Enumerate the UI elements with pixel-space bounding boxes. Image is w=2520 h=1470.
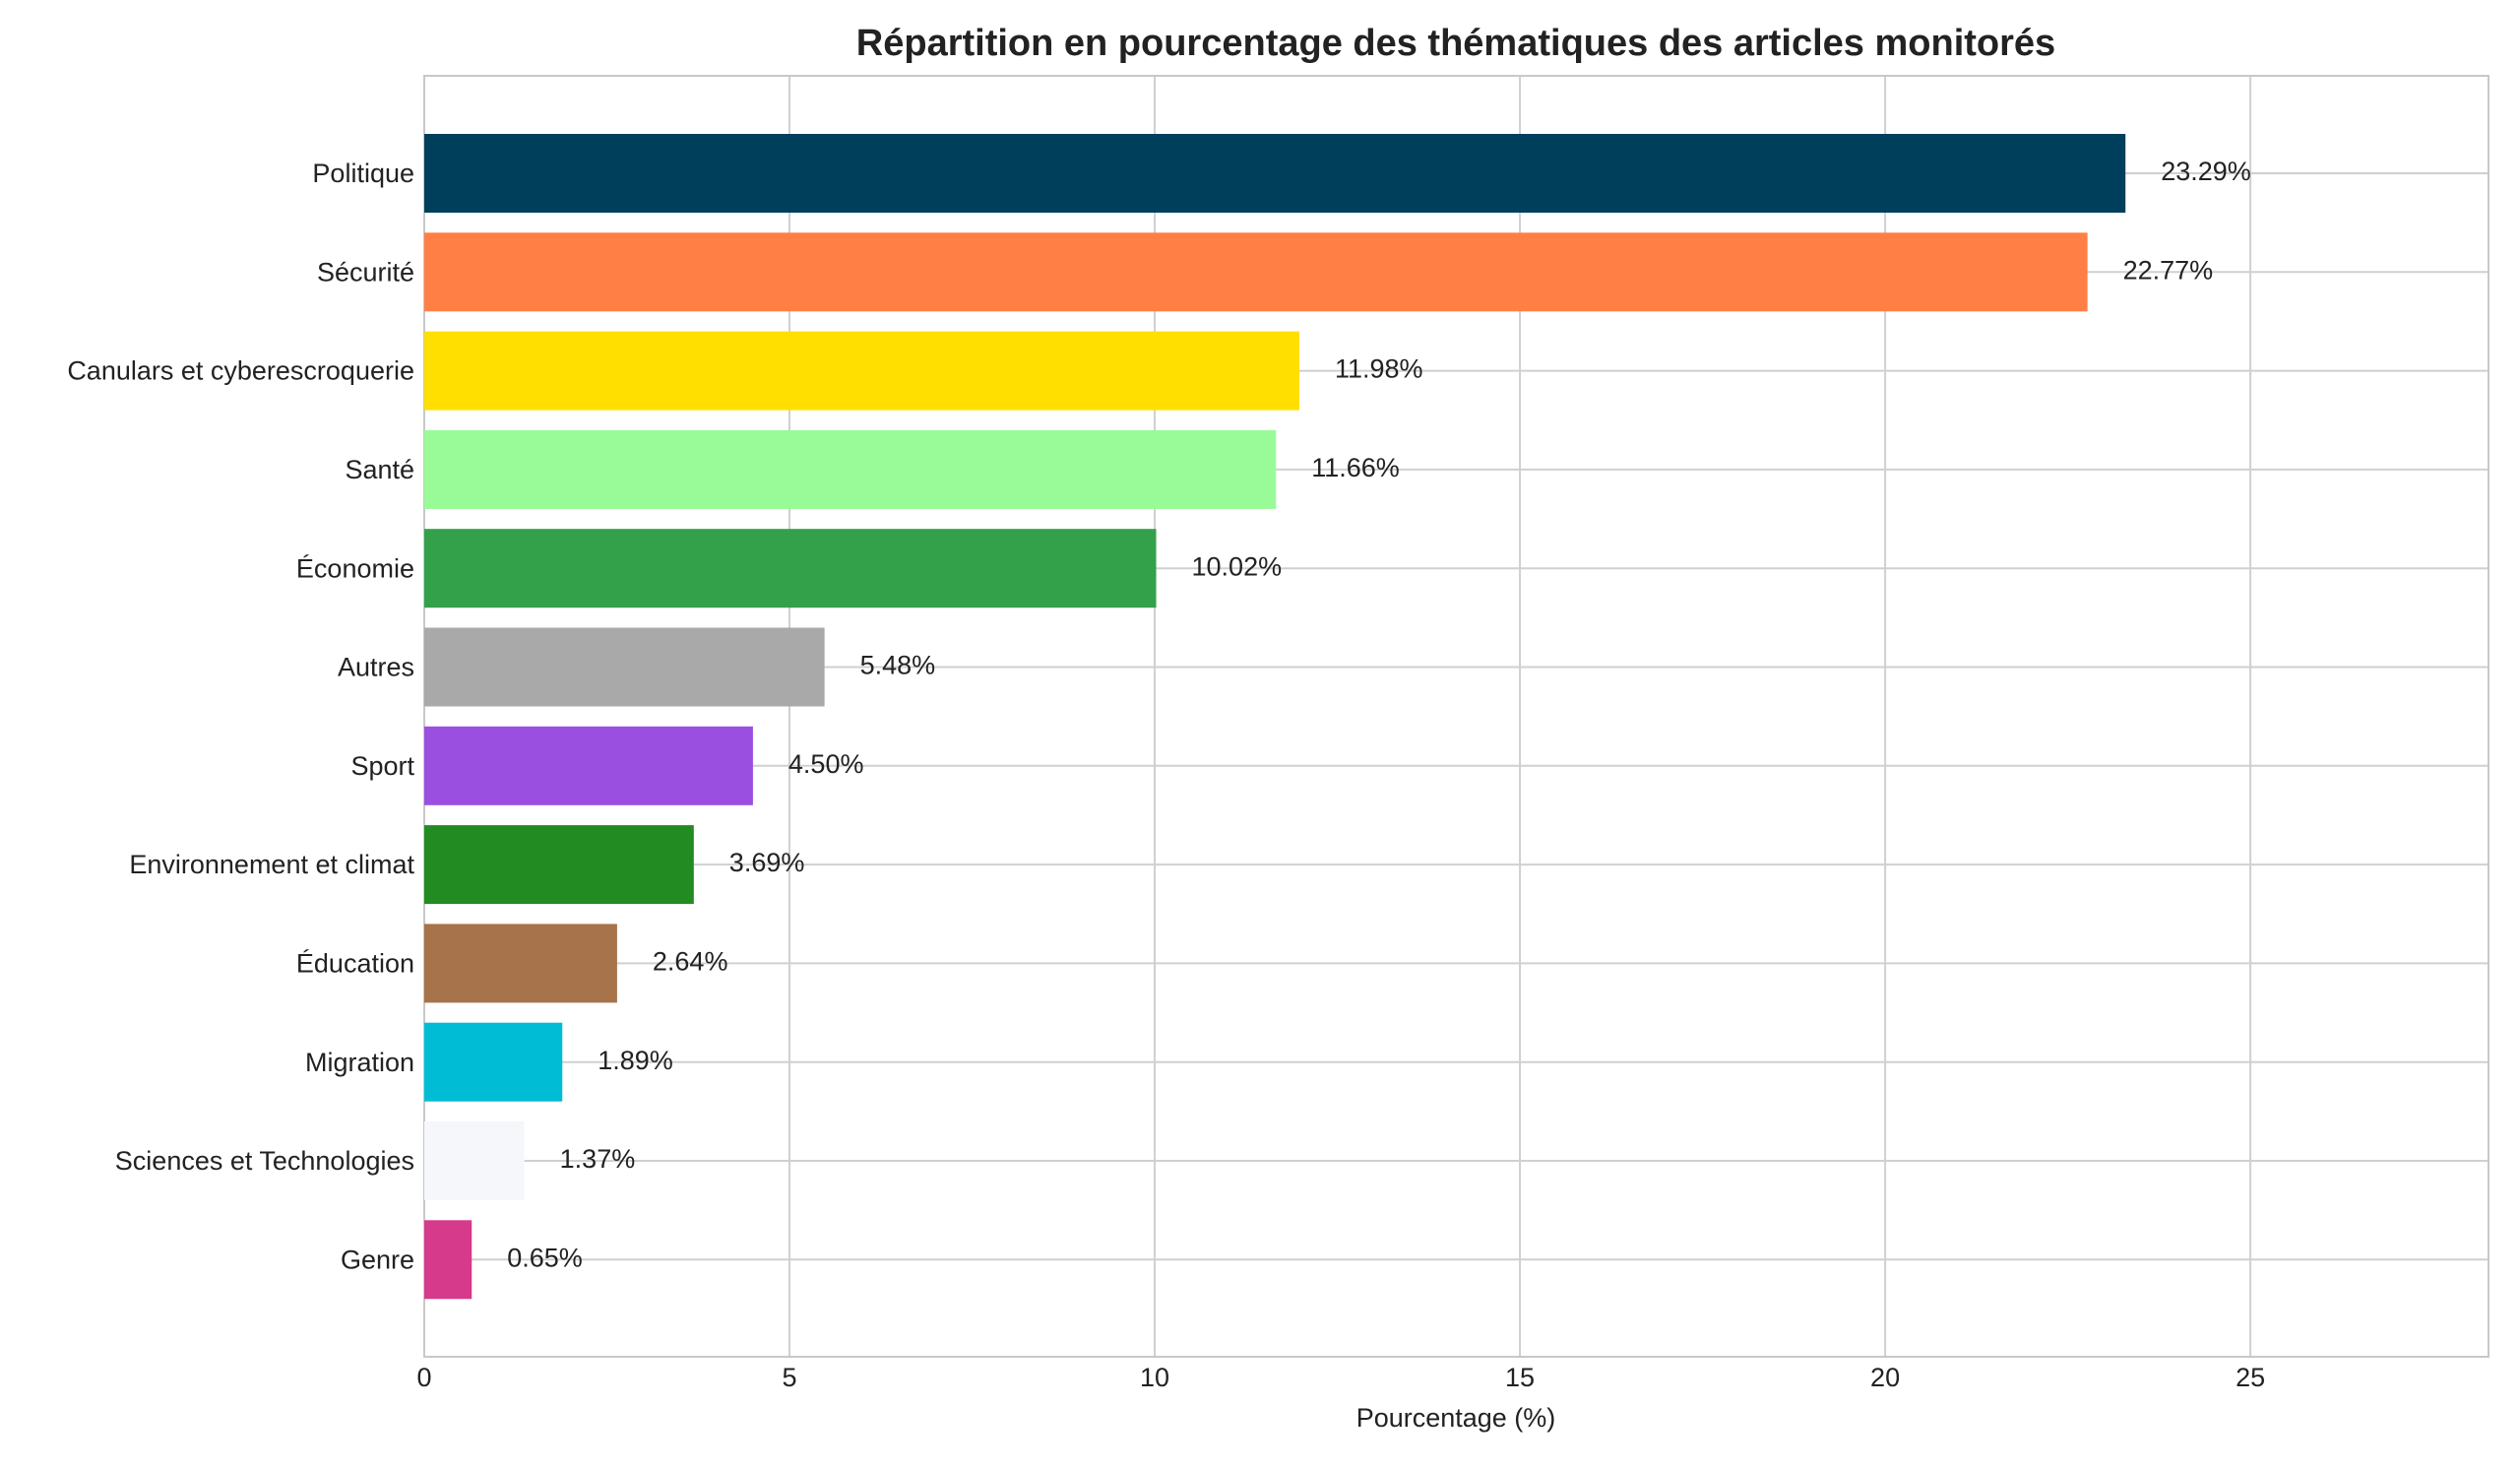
y-tick-label: Genre	[341, 1245, 414, 1274]
value-label: 11.98%	[1335, 354, 1423, 384]
bar	[424, 924, 617, 1003]
x-tick-label: 20	[1870, 1363, 1900, 1392]
y-tick-label: Sciences et Technologies	[115, 1146, 414, 1176]
plot-frame	[423, 75, 2489, 1358]
bar	[424, 627, 825, 707]
value-label: 10.02%	[1192, 551, 1283, 581]
y-tick-label: Sport	[350, 751, 414, 781]
bar	[424, 429, 1277, 509]
y-tick-label: Économie	[296, 553, 414, 583]
y-tick-label: Éducation	[296, 949, 414, 979]
y-tick-label: Sécurité	[317, 257, 414, 287]
x-tick-label: 25	[2236, 1363, 2265, 1392]
y-tick-label: Canulars et cyberescroquerie	[67, 356, 414, 386]
x-tick-label: 10	[1140, 1363, 1169, 1392]
bar	[424, 529, 1157, 608]
value-label: 1.89%	[598, 1046, 673, 1075]
y-tick-label: Santé	[345, 455, 414, 484]
value-label: 22.77%	[2123, 255, 2214, 285]
x-tick-label: 5	[783, 1363, 797, 1392]
value-label: 23.29%	[2161, 157, 2251, 186]
bar	[424, 134, 2126, 213]
bar	[424, 825, 694, 905]
value-label: 11.66%	[1311, 453, 1400, 482]
y-tick-label: Autres	[338, 653, 414, 682]
x-axis-label: Pourcentage (%)	[1356, 1403, 1556, 1433]
y-tick-label: Environnement et climat	[129, 850, 414, 879]
y-tick-label: Politique	[312, 159, 414, 188]
bar	[424, 232, 2088, 312]
bar	[424, 1220, 472, 1300]
x-tick-label: 15	[1505, 1363, 1535, 1392]
value-label: 0.65%	[507, 1243, 583, 1272]
bar	[424, 331, 1299, 411]
y-tick-label: Migration	[305, 1048, 414, 1077]
value-label: 2.64%	[653, 947, 728, 977]
chart-title: Répartition en pourcentage des thématiqu…	[856, 23, 2055, 64]
bar	[424, 726, 753, 805]
bar	[424, 1121, 525, 1200]
value-label: 3.69%	[729, 848, 805, 877]
x-tick-label: 0	[416, 1363, 431, 1392]
value-label: 4.50%	[788, 749, 864, 779]
bar	[424, 1022, 563, 1102]
value-label: 1.37%	[560, 1144, 636, 1174]
value-label: 5.48%	[860, 651, 936, 680]
